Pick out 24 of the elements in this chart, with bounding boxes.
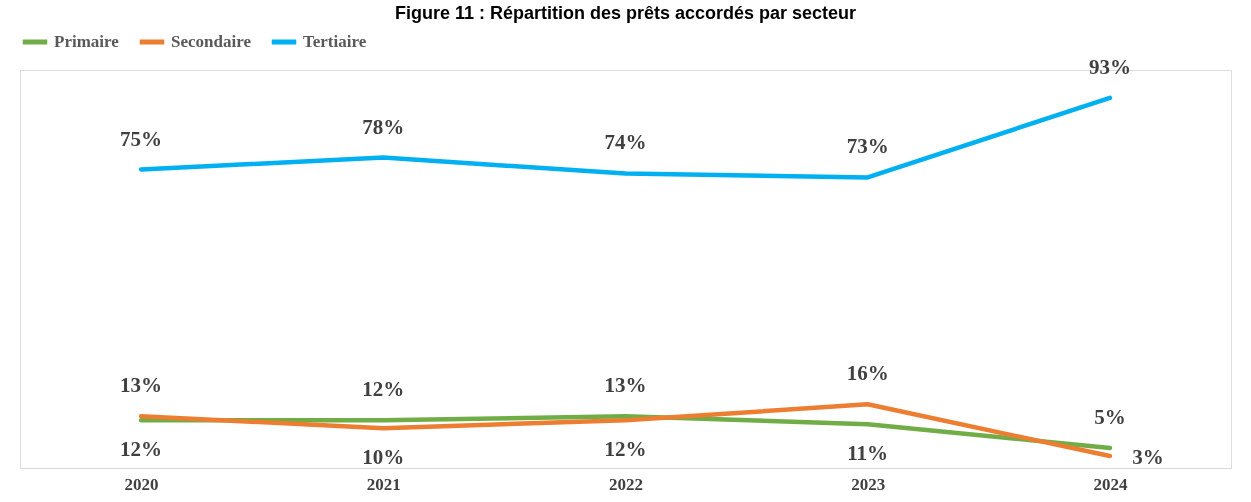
data-label: 13% bbox=[604, 373, 647, 398]
legend-label: Primaire bbox=[54, 32, 120, 51]
chart-title: Figure 11 : Répartition des prêts accordés par secteur bbox=[394, 3, 857, 23]
data-label: 11% bbox=[847, 441, 889, 466]
legend-label: Secondaire bbox=[171, 32, 252, 51]
data-label: 16% bbox=[846, 361, 889, 386]
x-tick-label: 2023 bbox=[851, 474, 886, 494]
x-tick-label: 2020 bbox=[124, 474, 159, 494]
x-tick-label: 2021 bbox=[366, 474, 401, 494]
data-label: 3% bbox=[1132, 445, 1164, 470]
data-label: 10% bbox=[362, 445, 405, 470]
data-label: 93% bbox=[1088, 54, 1131, 79]
x-tick-label: 2024 bbox=[1093, 474, 1128, 494]
x-tick-label: 2022 bbox=[609, 474, 643, 494]
data-label: 12% bbox=[120, 437, 163, 462]
data-label: 73% bbox=[846, 134, 889, 159]
data-label: 13% bbox=[120, 373, 163, 398]
data-label: 75% bbox=[120, 126, 163, 151]
data-label: 5% bbox=[1094, 405, 1126, 430]
data-label: 12% bbox=[362, 377, 405, 402]
data-label: 12% bbox=[604, 437, 647, 462]
data-label: 78% bbox=[362, 114, 405, 139]
data-label: 74% bbox=[604, 130, 647, 155]
legend-label: Tertiaire bbox=[303, 32, 367, 51]
